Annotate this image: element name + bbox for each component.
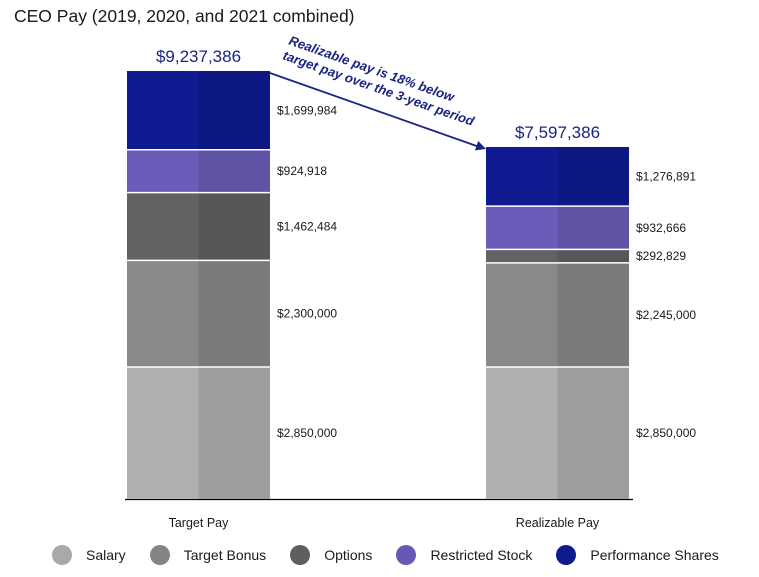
legend-label: Salary — [86, 547, 126, 563]
bar-segment-performance-shares-1-left — [127, 71, 199, 150]
legend-item-options: Options — [290, 545, 372, 565]
legend-item-performance-shares: Performance Shares — [556, 545, 719, 565]
legend-label: Target Bonus — [183, 547, 267, 563]
bar-segment-restricted-stock-1-right — [198, 149, 270, 193]
total-label: $7,597,386 — [515, 123, 600, 142]
data-label-target-bonus: $2,245,000 — [636, 308, 696, 322]
legend-label: Options — [324, 547, 373, 563]
legend-swatch-target-bonus — [149, 545, 170, 565]
annotation-arrowhead — [474, 140, 486, 151]
bar-segment-target-bonus-2-left — [486, 262, 558, 367]
bar-segment-options-1-right — [198, 192, 270, 261]
data-label-performance-shares: $1,276,891 — [636, 170, 696, 184]
x-tick-label: Realizable Pay — [516, 516, 600, 530]
bar-segment-restricted-stock-1-left — [127, 149, 199, 193]
total-label: $9,237,386 — [156, 47, 241, 66]
legend-swatch-restricted-stock — [396, 545, 417, 565]
data-label-restricted-stock: $924,918 — [277, 164, 327, 178]
legend-item-salary: Salary — [52, 545, 126, 565]
legend-item-target-bonus: Target Bonus — [149, 545, 267, 565]
legend-swatch-options — [290, 545, 311, 565]
legend-swatch-salary — [52, 545, 72, 565]
bar-segment-salary-1-right — [198, 366, 270, 499]
data-label-salary: $2,850,000 — [277, 426, 337, 440]
legend-label: Restricted Stock — [430, 547, 533, 563]
bar-segment-options-2-left — [486, 249, 558, 263]
annotation-arrow-line — [269, 72, 479, 148]
bar-segment-salary-2-left — [486, 366, 558, 499]
data-label-restricted-stock: $932,666 — [636, 221, 686, 235]
bar-segment-salary-2-right — [557, 366, 629, 499]
bar-segment-restricted-stock-2-right — [557, 206, 629, 250]
data-label-options: $1,462,484 — [277, 220, 337, 234]
bar-segment-performance-shares-2-right — [557, 146, 629, 207]
data-label-options: $292,829 — [636, 249, 686, 263]
bar-segment-performance-shares-2-left — [486, 146, 558, 207]
data-label-salary: $2,850,000 — [636, 426, 696, 440]
bar-segment-performance-shares-1-right — [198, 71, 270, 150]
bar-segment-restricted-stock-2-left — [486, 206, 558, 250]
bar-segment-options-1-left — [127, 192, 199, 261]
legend: Salary Target Bonus Options Restricted Stoc… — [52, 545, 743, 565]
chart-title: CEO Pay (2019, 2020, and 2021 combined) — [14, 6, 355, 26]
data-label-target-bonus: $2,300,000 — [277, 307, 337, 321]
bar-segment-target-bonus-1-left — [127, 260, 199, 367]
data-label-performance-shares: $1,699,984 — [277, 103, 337, 117]
bar-segment-target-bonus-2-right — [557, 262, 629, 367]
bar-segment-salary-1-left — [127, 366, 199, 499]
bar-segment-options-2-right — [557, 249, 629, 263]
legend-item-restricted-stock: Restricted Stock — [396, 545, 532, 565]
legend-label: Performance Shares — [590, 547, 719, 563]
x-tick-label: Target Pay — [169, 516, 230, 530]
legend-swatch-performance-shares — [556, 545, 577, 565]
bar-segment-target-bonus-1-right — [198, 260, 270, 367]
